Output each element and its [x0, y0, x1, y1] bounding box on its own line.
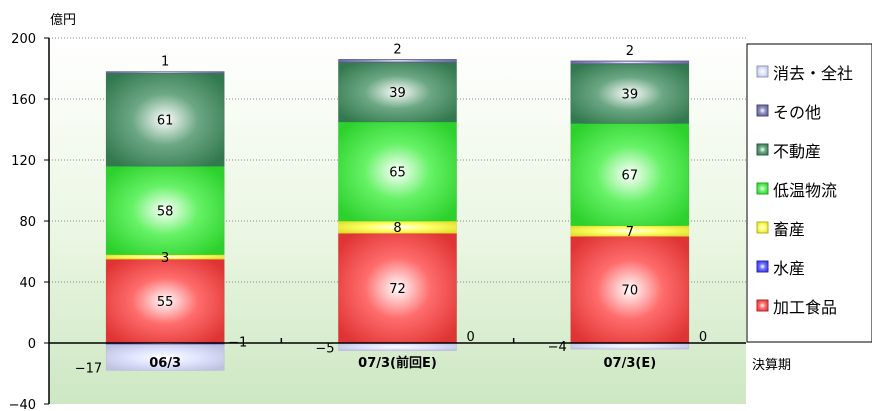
bar-segment-6-1 [338, 342, 457, 351]
legend-label: その他 [773, 103, 821, 122]
data-label: 39 [389, 86, 406, 101]
bar-segment-6-0 [105, 344, 225, 371]
data-label: −17 [75, 361, 102, 376]
data-label: 8 [393, 221, 401, 236]
bar-segment-3-1 [338, 121, 457, 222]
legend-swatch [756, 65, 769, 78]
y-axis-unit-label: 億円 [50, 12, 76, 28]
y-tick-label: 0 [28, 337, 36, 352]
legend-label: 不動産 [773, 142, 821, 161]
y-tick-label: −40 [9, 398, 36, 411]
bar-segment-4-1 [338, 62, 457, 123]
bar-segment-5-1 [338, 59, 457, 63]
legend-label: 畜産 [773, 220, 805, 239]
legend-label: 消去・全社 [773, 64, 853, 83]
data-label: 0 [467, 330, 475, 345]
data-label: −4 [548, 340, 567, 355]
data-label: 39 [622, 88, 639, 103]
data-label: 3 [161, 251, 169, 266]
data-label: 2 [626, 44, 634, 59]
legend-swatch [756, 221, 769, 234]
y-tick-label: 160 [11, 93, 36, 108]
y-tick-label: 40 [19, 276, 36, 291]
bar-segment-5-0 [105, 71, 225, 74]
bar-segment-6-2 [570, 342, 690, 350]
data-label: 55 [157, 295, 174, 310]
legend-swatch [756, 143, 769, 156]
data-label: 58 [157, 204, 174, 219]
bar-segment-4-2 [570, 63, 690, 124]
x-category-label: 07/3(前回E) [358, 355, 437, 371]
bar-segment-0-2 [570, 236, 690, 344]
data-label: −5 [315, 342, 334, 357]
data-label: −1 [228, 336, 247, 351]
data-label: 67 [622, 168, 639, 183]
x-axis-title: 決算期 [752, 358, 791, 373]
data-label: 65 [389, 165, 406, 180]
legend-swatch [756, 260, 769, 273]
data-label: 61 [157, 114, 174, 129]
data-label: 70 [622, 284, 639, 299]
bar-segment-4-0 [105, 72, 225, 167]
bar-segment-5-2 [570, 60, 690, 65]
data-label: 72 [389, 282, 406, 297]
legend-label: 水産 [773, 259, 805, 278]
bars [105, 59, 690, 371]
y-tick-label: 200 [11, 32, 36, 47]
bar-segment-0-0 [105, 258, 225, 344]
data-label: 0 [699, 330, 707, 345]
x-category-label: 06/3 [149, 356, 181, 371]
bar-segment-0-1 [338, 232, 457, 344]
legend-swatch [756, 299, 769, 312]
y-tick-label: 80 [19, 215, 36, 230]
legend-swatch [756, 104, 769, 117]
data-label: 2 [393, 42, 401, 57]
y-tick-label: 120 [11, 154, 36, 169]
data-labels: 06/3 07/3(前回E) 07/3(E)−17−155358611−507286… [75, 42, 707, 376]
legend-swatch [756, 182, 769, 195]
legend-label: 加工食品 [773, 298, 837, 317]
bar-segment-3-0 [105, 165, 225, 255]
data-label: 1 [161, 55, 169, 70]
x-category-label: 07/3(E) [604, 356, 657, 371]
data-label: 7 [626, 225, 634, 240]
legend-label: 低温物流 [773, 181, 837, 200]
bar-segment-3-2 [570, 123, 690, 226]
